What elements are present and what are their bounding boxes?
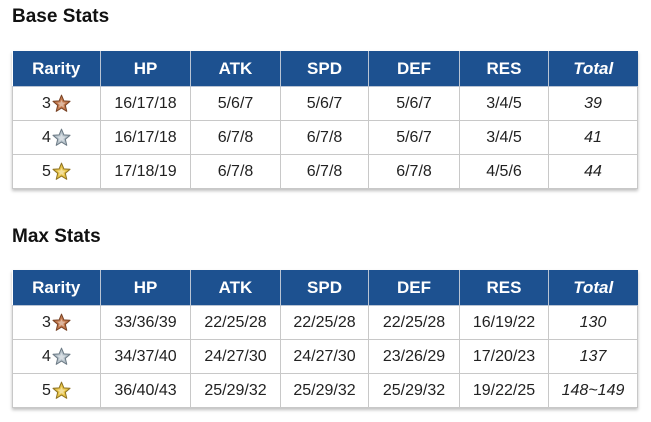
spd-cell: 25/29/32 xyxy=(280,373,369,408)
spd-cell: 5/6/7 xyxy=(280,86,369,121)
atk-cell: 25/29/32 xyxy=(190,373,281,408)
res-cell: 16/19/22 xyxy=(459,305,549,340)
total-cell: 41 xyxy=(548,120,638,155)
base-stats-table: Rarity HP ATK SPD DEF RES Total 3 16/17/… xyxy=(12,51,638,189)
rarity-value: 3 xyxy=(42,94,51,112)
hp-cell: 16/17/18 xyxy=(100,86,191,121)
total-cell: 148~149 xyxy=(548,373,638,408)
res-cell: 3/4/5 xyxy=(459,120,549,155)
hp-cell: 17/18/19 xyxy=(100,154,191,189)
def-cell: 22/25/28 xyxy=(368,305,460,340)
atk-cell: 6/7/8 xyxy=(190,120,281,155)
header-total: Total xyxy=(548,270,638,306)
spd-cell: 24/27/30 xyxy=(280,339,369,374)
hp-cell: 33/36/39 xyxy=(100,305,191,340)
table-row: 5 36/40/43 25/29/32 25/29/32 25/29/32 19… xyxy=(12,373,638,408)
header-row: Rarity HP ATK SPD DEF RES Total xyxy=(12,51,638,87)
def-cell: 25/29/32 xyxy=(368,373,460,408)
bronze-star-icon xyxy=(52,94,71,113)
def-cell: 5/6/7 xyxy=(368,86,460,121)
silver-star-icon xyxy=(52,128,71,147)
total-cell: 137 xyxy=(548,339,638,374)
max-stats-table: Rarity HP ATK SPD DEF RES Total 3 33/36/… xyxy=(12,270,638,408)
table-row: 3 33/36/39 22/25/28 22/25/28 22/25/28 16… xyxy=(12,305,638,340)
hp-cell: 16/17/18 xyxy=(100,120,191,155)
def-cell: 6/7/8 xyxy=(368,154,460,189)
res-cell: 19/22/25 xyxy=(459,373,549,408)
rarity-value: 3 xyxy=(42,313,51,331)
header-total: Total xyxy=(548,51,638,87)
atk-cell: 24/27/30 xyxy=(190,339,281,374)
atk-cell: 5/6/7 xyxy=(190,86,281,121)
res-cell: 17/20/23 xyxy=(459,339,549,374)
gold-star-icon xyxy=(52,162,71,181)
rarity-cell: 3 xyxy=(12,86,101,121)
header-def: DEF xyxy=(368,51,460,87)
rarity-cell: 5 xyxy=(12,373,101,408)
res-cell: 4/5/6 xyxy=(459,154,549,189)
hp-cell: 34/37/40 xyxy=(100,339,191,374)
rarity-cell: 4 xyxy=(12,339,101,374)
header-hp: HP xyxy=(100,270,191,306)
def-cell: 23/26/29 xyxy=(368,339,460,374)
def-cell: 5/6/7 xyxy=(368,120,460,155)
spd-cell: 6/7/8 xyxy=(280,120,369,155)
spd-cell: 6/7/8 xyxy=(280,154,369,189)
table-row: 3 16/17/18 5/6/7 5/6/7 5/6/7 3/4/5 39 xyxy=(12,86,638,121)
total-cell: 39 xyxy=(548,86,638,121)
header-spd: SPD xyxy=(280,270,369,306)
rarity-value: 5 xyxy=(42,381,51,399)
rarity-cell: 3 xyxy=(12,305,101,340)
max-stats-title: Max Stats xyxy=(12,226,101,247)
bronze-star-icon xyxy=(52,313,71,332)
hp-cell: 36/40/43 xyxy=(100,373,191,408)
header-res: RES xyxy=(459,270,549,306)
total-cell: 130 xyxy=(548,305,638,340)
base-stats-title: Base Stats xyxy=(12,6,110,27)
rarity-value: 4 xyxy=(42,128,51,146)
total-cell: 44 xyxy=(548,154,638,189)
header-atk: ATK xyxy=(190,51,281,87)
rarity-cell: 4 xyxy=(12,120,101,155)
header-atk: ATK xyxy=(190,270,281,306)
gold-star-icon xyxy=(52,381,71,400)
header-spd: SPD xyxy=(280,51,369,87)
header-res: RES xyxy=(459,51,549,87)
table-row: 5 17/18/19 6/7/8 6/7/8 6/7/8 4/5/6 44 xyxy=(12,154,638,189)
header-row: Rarity HP ATK SPD DEF RES Total xyxy=(12,270,638,306)
table-row: 4 34/37/40 24/27/30 24/27/30 23/26/29 17… xyxy=(12,339,638,374)
header-def: DEF xyxy=(368,270,460,306)
header-rarity: Rarity xyxy=(12,51,101,87)
header-hp: HP xyxy=(100,51,191,87)
header-rarity: Rarity xyxy=(12,270,101,306)
table-row: 4 16/17/18 6/7/8 6/7/8 5/6/7 3/4/5 41 xyxy=(12,120,638,155)
rarity-cell: 5 xyxy=(12,154,101,189)
rarity-value: 4 xyxy=(42,347,51,365)
res-cell: 3/4/5 xyxy=(459,86,549,121)
silver-star-icon xyxy=(52,347,71,366)
atk-cell: 6/7/8 xyxy=(190,154,281,189)
atk-cell: 22/25/28 xyxy=(190,305,281,340)
rarity-value: 5 xyxy=(42,162,51,180)
spd-cell: 22/25/28 xyxy=(280,305,369,340)
